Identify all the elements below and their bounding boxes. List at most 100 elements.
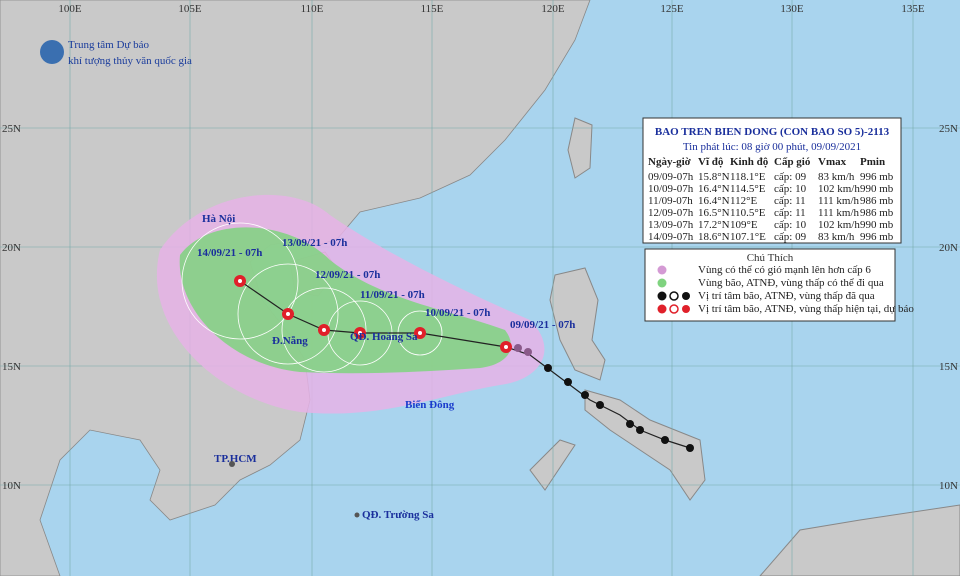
storm-zone bbox=[179, 227, 511, 374]
table-cell: 15.8°N bbox=[698, 171, 730, 183]
forecast-label: 09/09/21 - 07h bbox=[510, 319, 575, 331]
forecast-label: 14/09/21 - 07h bbox=[197, 247, 262, 259]
lon-label: 120E bbox=[541, 3, 565, 15]
map-label: TP.HCM bbox=[214, 453, 257, 465]
map-label: Biển Đông bbox=[405, 399, 455, 411]
forecast-label: 12/09/21 - 07h bbox=[315, 269, 380, 281]
forecast-label: 10/09/21 - 07h bbox=[425, 307, 490, 319]
table-cell: 996 mb bbox=[860, 231, 894, 243]
table-cell: 102 km/h bbox=[818, 183, 860, 195]
table-cell: 112°E bbox=[730, 195, 757, 207]
table-cell: 986 mb bbox=[860, 207, 894, 219]
past-position bbox=[661, 436, 669, 444]
table-cell: 14/09-07h bbox=[648, 231, 694, 243]
lon-label: 110E bbox=[301, 3, 324, 15]
forecast-eye bbox=[322, 328, 326, 332]
table-cell: 118.1°E bbox=[730, 171, 766, 183]
table-cell: 114.5°E bbox=[730, 183, 766, 195]
header-line: khí tượng thủy văn quốc gia bbox=[68, 55, 192, 67]
lon-label: 105E bbox=[178, 3, 202, 15]
legend-swatch bbox=[657, 304, 667, 314]
column-header: Kinh độ bbox=[730, 156, 769, 168]
past-position bbox=[596, 401, 604, 409]
table-cell: 11/09-07h bbox=[648, 195, 693, 207]
table-cell: 109°E bbox=[730, 219, 758, 231]
lat-label: 10N bbox=[2, 480, 21, 492]
map-label: Đ.Nẵng bbox=[272, 335, 308, 347]
lon-label: 135E bbox=[901, 3, 925, 15]
table-cell: 102 km/h bbox=[818, 219, 860, 231]
legend-item: Vị trí tâm bão, ATNĐ, vùng thấp hiện tại… bbox=[698, 303, 914, 315]
legend-title: Chú Thích bbox=[747, 252, 794, 264]
table-cell: 990 mb bbox=[860, 219, 894, 231]
lon-label: 115E bbox=[421, 3, 444, 15]
lat-label: 20N bbox=[2, 242, 21, 254]
table-cell: cấp: 10 bbox=[774, 219, 807, 231]
table-cell: 83 km/h bbox=[818, 231, 855, 243]
legend-swatch bbox=[657, 291, 667, 301]
past-position bbox=[544, 364, 552, 372]
past-position bbox=[581, 391, 589, 399]
column-header: Vmax bbox=[818, 156, 847, 168]
table-cell: 12/09-07h bbox=[648, 207, 694, 219]
forecast-eye bbox=[358, 331, 362, 335]
lon-label: 125E bbox=[660, 3, 684, 15]
info-title: BAO TREN BIEN DONG (CON BAO SO 5)-2113 bbox=[655, 126, 890, 138]
info-box bbox=[642, 117, 902, 244]
table-cell: 996 mb bbox=[860, 171, 894, 183]
lat-label: 15N bbox=[2, 361, 21, 373]
legend-swatch bbox=[657, 278, 667, 288]
table-cell: 111 km/h bbox=[818, 195, 860, 207]
lon-label: 130E bbox=[780, 3, 804, 15]
table-cell: 107.1°E bbox=[730, 231, 766, 243]
forecast-eye bbox=[504, 345, 508, 349]
forecast-eye bbox=[286, 312, 290, 316]
lat-label: 10N bbox=[939, 480, 958, 492]
table-cell: cấp: 09 bbox=[774, 231, 807, 243]
lat-label: 20N bbox=[939, 242, 958, 254]
table-cell: 110.5°E bbox=[730, 207, 766, 219]
table-cell: 16.4°N bbox=[698, 183, 730, 195]
map-label: Hà Nội bbox=[202, 213, 235, 225]
column-header: Cấp gió bbox=[774, 156, 811, 168]
table-cell: 17.2°N bbox=[698, 219, 730, 231]
table-cell: 10/09-07h bbox=[648, 183, 694, 195]
legend-swatch bbox=[657, 265, 667, 275]
table-cell: 16.5°N bbox=[698, 207, 730, 219]
past-position bbox=[564, 378, 572, 386]
table-cell: cấp: 11 bbox=[774, 195, 806, 207]
lat-label: 25N bbox=[2, 123, 21, 135]
legend-swatch bbox=[682, 305, 690, 313]
city-dot bbox=[229, 461, 235, 467]
past-position bbox=[514, 344, 522, 352]
forecast-eye bbox=[238, 279, 242, 283]
past-position bbox=[626, 420, 634, 428]
legend-item: Vị trí tâm bão, ATNĐ, vùng thấp đã qua bbox=[698, 290, 875, 302]
legend-swatch bbox=[669, 291, 679, 301]
column-header: Ngày-giờ bbox=[648, 156, 692, 168]
table-cell: 83 km/h bbox=[818, 171, 855, 183]
past-position bbox=[686, 444, 694, 452]
legend-swatch bbox=[682, 292, 690, 300]
map-label: QĐ. Trường Sa bbox=[362, 509, 434, 521]
legend-item: Vùng có thể có gió mạnh lên hơn cấp 6 bbox=[698, 264, 871, 276]
table-cell: 16.4°N bbox=[698, 195, 730, 207]
lon-label: 100E bbox=[58, 3, 82, 15]
table-cell: 986 mb bbox=[860, 195, 894, 207]
column-header: Pmin bbox=[860, 156, 885, 168]
past-position bbox=[524, 348, 532, 356]
forecast-eye bbox=[418, 331, 422, 335]
legend-swatch bbox=[669, 304, 679, 314]
past-position bbox=[636, 426, 644, 434]
philippines bbox=[529, 267, 706, 501]
column-header: Vĩ độ bbox=[698, 156, 724, 168]
island-dot bbox=[354, 512, 360, 518]
map-label: QĐ. Hoàng Sa bbox=[350, 331, 418, 343]
taiwan bbox=[567, 117, 593, 179]
table-cell: 990 mb bbox=[860, 183, 894, 195]
table-cell: 09/09-07h bbox=[648, 171, 694, 183]
lat-label: 15N bbox=[939, 361, 958, 373]
storm-track bbox=[239, 280, 691, 449]
